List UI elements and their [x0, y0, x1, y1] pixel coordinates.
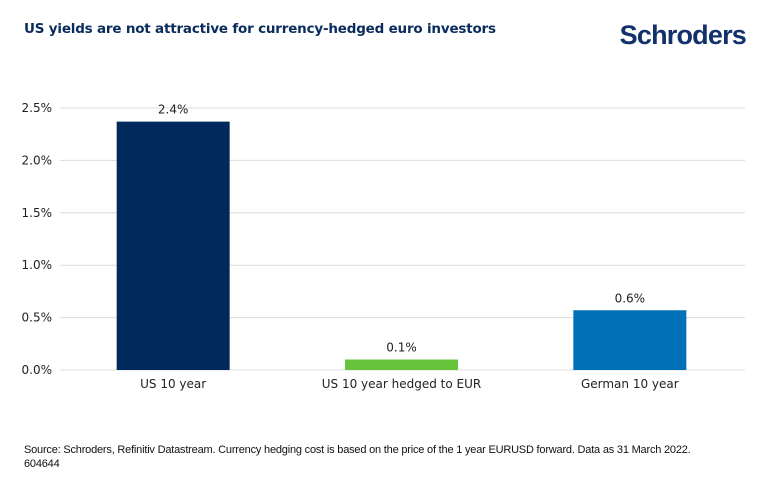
data-label: 0.6%	[615, 291, 646, 305]
source-note: Source: Schroders, Refinitiv Datastream.…	[24, 444, 691, 456]
y-tick-label: 2.0%	[22, 153, 53, 167]
x-tick-label: US 10 year	[140, 377, 206, 391]
x-tick-label: US 10 year hedged to EUR	[322, 377, 482, 391]
bar-chart: 0.0% 0.5% 1.0% 1.5% 2.0% 2.5% 2.4% 0.1% 0.6% US…	[22, 101, 745, 391]
data-label: 2.4%	[158, 103, 189, 117]
bar	[345, 359, 458, 370]
y-tick-label: 0.0%	[22, 363, 53, 377]
x-tick-label: German 10 year	[581, 377, 679, 391]
data-labels: 2.4% 0.1% 0.6%	[158, 103, 645, 355]
chart-title: US yields are not attractive for currenc…	[24, 21, 496, 37]
y-tick-label: 1.0%	[22, 258, 53, 272]
bar	[573, 310, 687, 370]
schroders-logo: Schroders	[619, 20, 747, 50]
chart-code: 604644	[24, 458, 60, 470]
x-axis-labels: US 10 year US 10 year hedged to EUR German…	[140, 377, 679, 391]
y-axis-ticks: 0.0% 0.5% 1.0% 1.5% 2.0% 2.5%	[22, 101, 53, 377]
y-tick-label: 2.5%	[22, 101, 53, 115]
data-label: 0.1%	[386, 341, 417, 355]
y-tick-label: 1.5%	[22, 206, 53, 220]
bar	[116, 121, 230, 371]
y-tick-label: 0.5%	[22, 311, 53, 325]
bars	[116, 121, 687, 371]
footer-note: Source: Schroders, Refinitiv Datastream.…	[24, 443, 691, 471]
